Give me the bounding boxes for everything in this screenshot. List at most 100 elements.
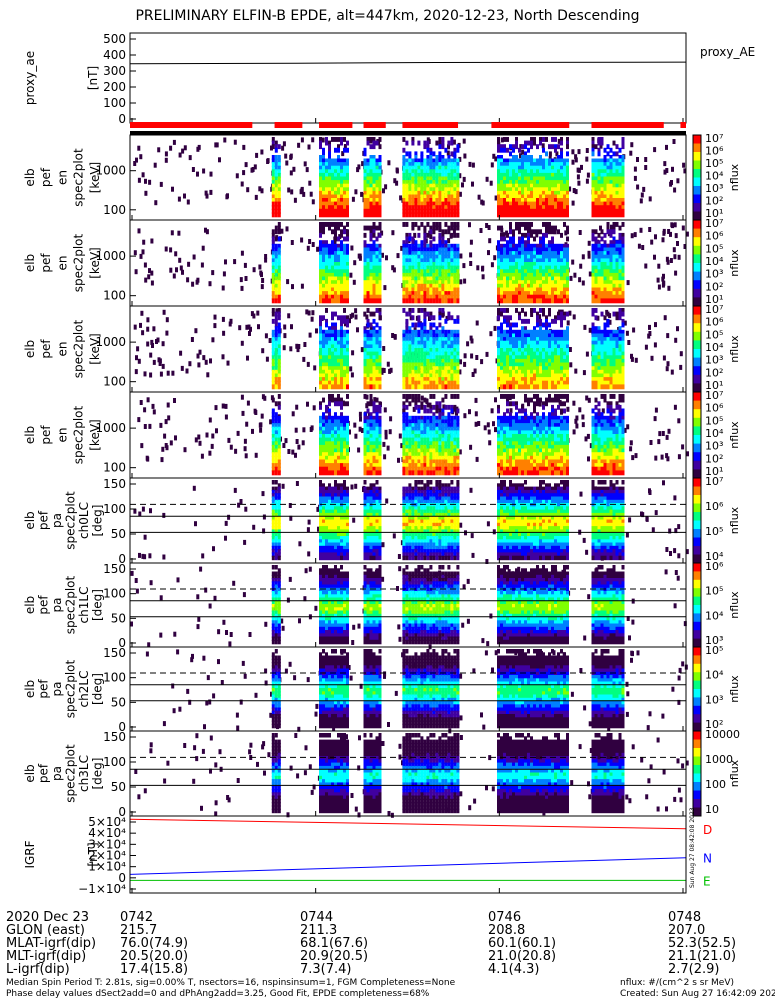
data-pixel [325, 262, 328, 267]
data-pixel [557, 380, 560, 386]
data-pixel [277, 180, 281, 185]
data-pixel [369, 287, 373, 293]
data-pixel [337, 198, 340, 203]
data-pixel [429, 151, 433, 157]
data-pixel [337, 337, 340, 342]
data-pixel [417, 225, 421, 231]
data-pixel [420, 194, 424, 200]
data-pixel [545, 265, 548, 271]
data-pixel [560, 298, 563, 304]
data-pixel [456, 172, 460, 178]
data-pixel [530, 254, 533, 260]
data-pixel [542, 333, 545, 339]
data-pixel [328, 377, 331, 382]
data-pixel [492, 153, 496, 159]
data-pixel [328, 140, 331, 146]
data-pixel [331, 276, 334, 282]
data-pixel [429, 251, 433, 256]
data-pixel [560, 369, 563, 375]
data-pixel [527, 337, 530, 342]
data-pixel [334, 340, 337, 346]
data-pixel [435, 272, 439, 278]
data-pixel [343, 243, 346, 249]
data-pixel [536, 384, 539, 390]
data-pixel [515, 162, 518, 167]
data-pixel [600, 265, 604, 271]
data-pixel [506, 187, 509, 193]
data-pixel [432, 194, 436, 200]
data-pixel [506, 348, 509, 353]
data-pixel [250, 311, 254, 317]
data-pixel [378, 384, 382, 390]
data-pixel [325, 333, 328, 339]
data-pixel [328, 180, 331, 185]
data-pixel [369, 348, 373, 353]
data-pixel [515, 190, 518, 196]
data-pixel [277, 280, 281, 286]
data-pixel [600, 162, 604, 167]
data-pixel [378, 208, 382, 214]
data-pixel [414, 269, 418, 275]
data-pixel [366, 172, 370, 178]
data-pixel [518, 272, 521, 278]
data-pixel [524, 172, 527, 178]
data-pixel [363, 362, 367, 368]
data-pixel [378, 194, 382, 200]
data-pixel [366, 369, 370, 375]
data-pixel [503, 176, 506, 182]
data-pixel [456, 190, 460, 196]
data-pixel [518, 262, 521, 267]
data-pixel [518, 212, 521, 218]
data-pixel [337, 165, 340, 171]
data-pixel [426, 262, 430, 267]
data-pixel [343, 208, 346, 214]
data-pixel [363, 269, 367, 275]
data-pixel [402, 344, 406, 350]
data-pixel [441, 187, 445, 193]
data-pixel [447, 265, 451, 271]
data-pixel [497, 183, 500, 189]
data-pixel [191, 167, 195, 172]
data-pixel [402, 272, 406, 278]
data-pixel [447, 294, 451, 300]
data-pixel [356, 167, 360, 173]
data-pixel [603, 358, 607, 364]
data-pixel [548, 254, 551, 260]
data-pixel [291, 284, 294, 290]
data-pixel [405, 337, 409, 342]
data-pixel [363, 380, 367, 386]
data-pixel [315, 328, 318, 334]
data-pixel [608, 313, 612, 319]
data-pixel [509, 355, 512, 361]
data-pixel [271, 201, 275, 207]
data-pixel [137, 358, 141, 364]
data-pixel [518, 377, 521, 382]
data-pixel [500, 291, 503, 296]
data-pixel [372, 243, 376, 249]
data-pixel [334, 158, 337, 164]
data-pixel [277, 311, 281, 317]
data-pixel [506, 165, 509, 171]
data-pixel [557, 180, 560, 185]
y-axis-label: elb [23, 168, 37, 186]
data-pixel [470, 353, 474, 359]
data-pixel [334, 165, 337, 171]
data-pixel [548, 337, 551, 342]
data-pixel [417, 315, 421, 321]
data-pixel [509, 183, 512, 189]
data-pixel [557, 194, 560, 200]
data-pixel [512, 322, 515, 328]
data-pixel [369, 162, 373, 167]
data-pixel [497, 366, 500, 372]
data-pixel [271, 377, 275, 382]
data-pixel [515, 329, 518, 335]
data-pixel [497, 373, 500, 379]
data-pixel [551, 198, 554, 203]
data-pixel [334, 194, 337, 200]
data-pixel [289, 346, 293, 352]
data-pixel [563, 384, 566, 390]
data-pixel [328, 348, 331, 353]
data-pixel [450, 377, 454, 382]
data-pixel [597, 384, 601, 390]
data-pixel [372, 340, 376, 346]
